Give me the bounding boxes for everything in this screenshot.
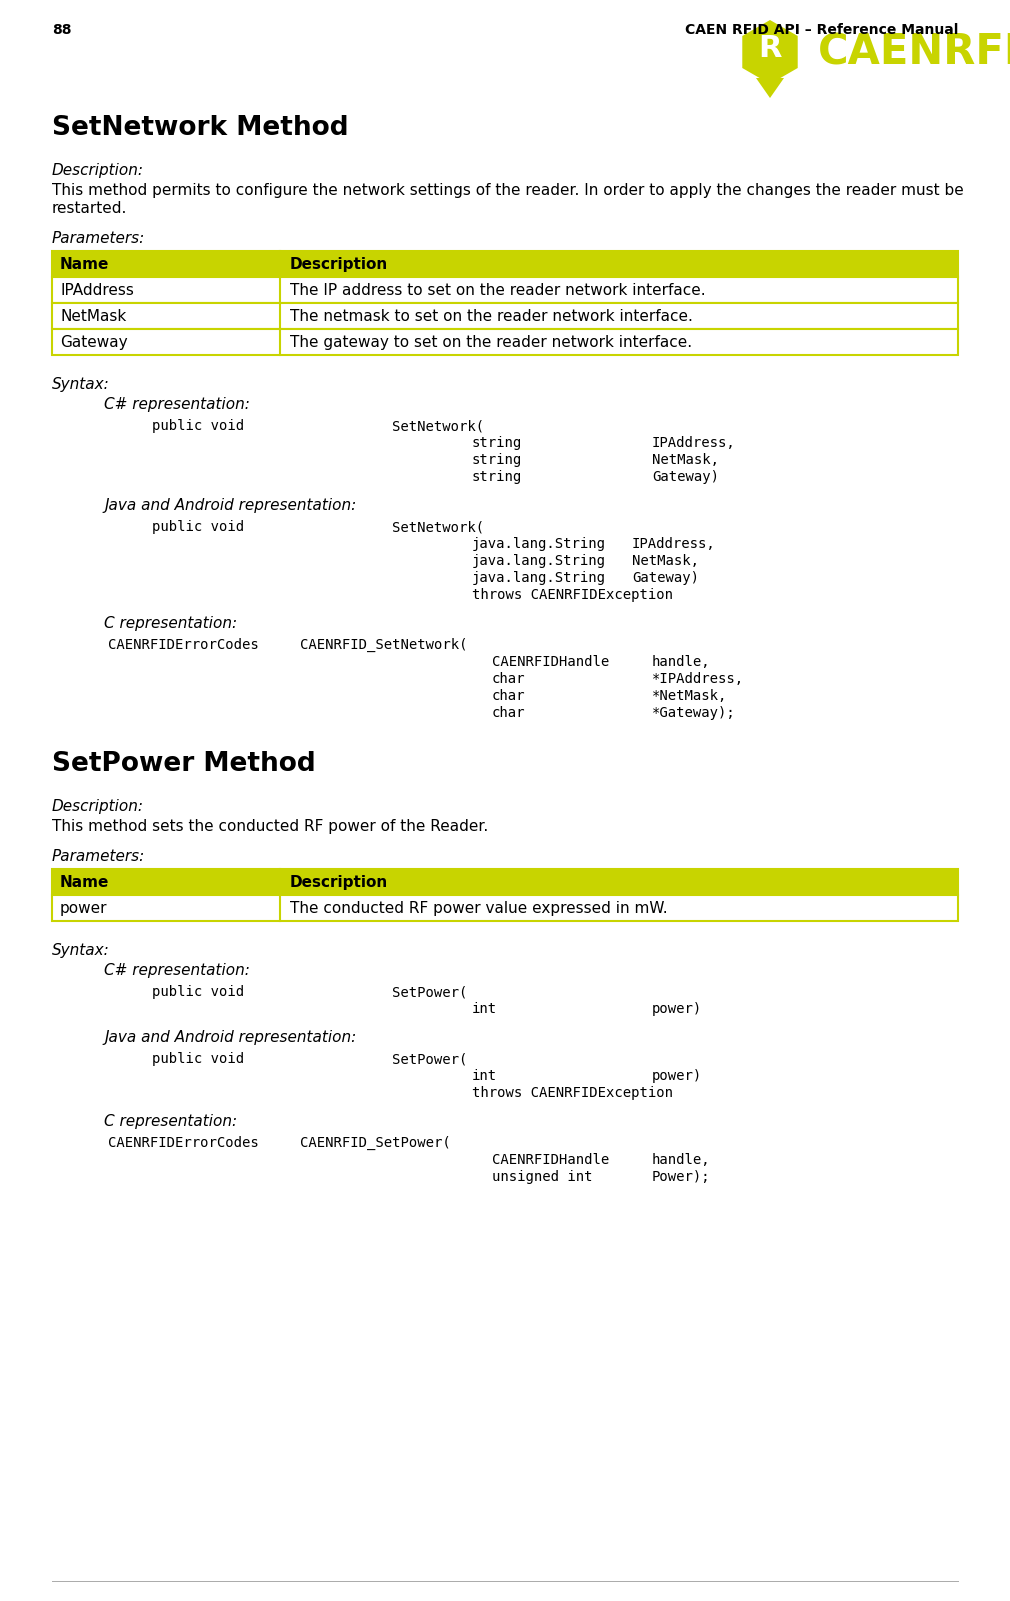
Text: public void: public void — [152, 1052, 244, 1066]
Text: The IP address to set on the reader network interface.: The IP address to set on the reader netw… — [290, 282, 706, 298]
Text: NetMask: NetMask — [60, 309, 126, 323]
Text: *NetMask,: *NetMask, — [652, 688, 727, 703]
Polygon shape — [742, 19, 798, 83]
Text: Java and Android representation:: Java and Android representation: — [104, 1029, 357, 1045]
Text: Gateway): Gateway) — [632, 572, 699, 584]
Text: Gateway: Gateway — [60, 335, 127, 349]
Text: restarted.: restarted. — [52, 202, 127, 216]
Text: SetPower Method: SetPower Method — [52, 751, 316, 776]
Text: Parameters:: Parameters: — [52, 849, 145, 865]
Text: public void: public void — [152, 520, 244, 535]
Text: power): power) — [652, 1002, 702, 1017]
Text: Power);: Power); — [652, 1170, 711, 1185]
Text: IPAddress,: IPAddress, — [652, 435, 735, 450]
Text: int: int — [472, 1069, 497, 1082]
Text: C# representation:: C# representation: — [104, 397, 249, 411]
Text: CAENRFIDErrorCodes: CAENRFIDErrorCodes — [108, 1137, 259, 1150]
Text: NetMask,: NetMask, — [652, 453, 719, 467]
Text: C# representation:: C# representation: — [104, 962, 249, 978]
Text: Parameters:: Parameters: — [52, 231, 145, 247]
Text: SetPower(: SetPower( — [392, 1052, 468, 1066]
Text: This method sets the conducted RF power of the Reader.: This method sets the conducted RF power … — [52, 820, 488, 834]
Text: Java and Android representation:: Java and Android representation: — [104, 498, 357, 512]
Text: SetNetwork(: SetNetwork( — [392, 419, 484, 432]
Text: The gateway to set on the reader network interface.: The gateway to set on the reader network… — [290, 335, 692, 349]
Text: public void: public void — [152, 985, 244, 999]
Bar — [52, 277, 958, 303]
Text: SetNetwork(: SetNetwork( — [392, 520, 484, 535]
Text: char: char — [492, 672, 525, 685]
Text: handle,: handle, — [652, 1153, 711, 1167]
Text: power: power — [60, 900, 107, 916]
Text: IPAddress,: IPAddress, — [632, 536, 716, 551]
Text: java.lang.String: java.lang.String — [472, 554, 606, 568]
Text: int: int — [472, 1002, 497, 1017]
Text: string: string — [472, 453, 522, 467]
Text: NetMask,: NetMask, — [632, 554, 699, 568]
Text: *IPAddress,: *IPAddress, — [652, 672, 744, 685]
Text: string: string — [472, 435, 522, 450]
Text: Description:: Description: — [52, 163, 144, 178]
Text: C representation:: C representation: — [104, 1114, 237, 1129]
Text: Syntax:: Syntax: — [52, 943, 110, 957]
Text: throws CAENRFIDException: throws CAENRFIDException — [472, 1085, 673, 1100]
Text: char: char — [492, 688, 525, 703]
Text: Name: Name — [60, 256, 109, 272]
Bar — [52, 895, 958, 921]
Text: Gateway): Gateway) — [652, 471, 719, 484]
Text: C representation:: C representation: — [104, 616, 237, 631]
Bar — [52, 251, 958, 277]
Text: java.lang.String: java.lang.String — [472, 572, 606, 584]
Bar — [52, 303, 958, 328]
Text: R: R — [759, 34, 782, 62]
Text: The conducted RF power value expressed in mW.: The conducted RF power value expressed i… — [290, 900, 668, 916]
Text: CAENRFIDHandle: CAENRFIDHandle — [492, 1153, 609, 1167]
Text: This method permits to configure the network settings of the reader. In order to: This method permits to configure the net… — [52, 183, 964, 199]
Text: Description: Description — [290, 256, 388, 272]
Text: Description:: Description: — [52, 799, 144, 813]
Text: public void: public void — [152, 419, 244, 432]
Text: SetPower(: SetPower( — [392, 985, 468, 999]
Text: java.lang.String: java.lang.String — [472, 536, 606, 551]
Text: CAENRFID_SetNetwork(: CAENRFID_SetNetwork( — [300, 639, 468, 652]
Text: unsigned int: unsigned int — [492, 1170, 593, 1185]
Text: 88: 88 — [52, 22, 72, 37]
Text: *Gateway);: *Gateway); — [652, 706, 735, 720]
Bar — [52, 869, 958, 895]
Bar — [52, 328, 958, 355]
Text: string: string — [472, 471, 522, 484]
Text: CAENRFIDErrorCodes: CAENRFIDErrorCodes — [108, 639, 259, 652]
Text: SetNetwork Method: SetNetwork Method — [52, 115, 348, 141]
Text: Name: Name — [60, 874, 109, 890]
Text: CAENRFIDHandle: CAENRFIDHandle — [492, 655, 609, 669]
Text: throws CAENRFIDException: throws CAENRFIDException — [472, 588, 673, 602]
Polygon shape — [756, 78, 784, 98]
Text: power): power) — [652, 1069, 702, 1082]
Text: IPAddress: IPAddress — [60, 282, 134, 298]
Text: char: char — [492, 706, 525, 720]
Text: CAEN RFID API – Reference Manual: CAEN RFID API – Reference Manual — [685, 22, 958, 37]
Text: Syntax:: Syntax: — [52, 376, 110, 392]
Text: The netmask to set on the reader network interface.: The netmask to set on the reader network… — [290, 309, 693, 323]
Text: Description: Description — [290, 874, 388, 890]
Text: handle,: handle, — [652, 655, 711, 669]
Text: CAENRFID: CAENRFID — [818, 30, 1010, 74]
Text: CAENRFID_SetPower(: CAENRFID_SetPower( — [300, 1137, 450, 1150]
